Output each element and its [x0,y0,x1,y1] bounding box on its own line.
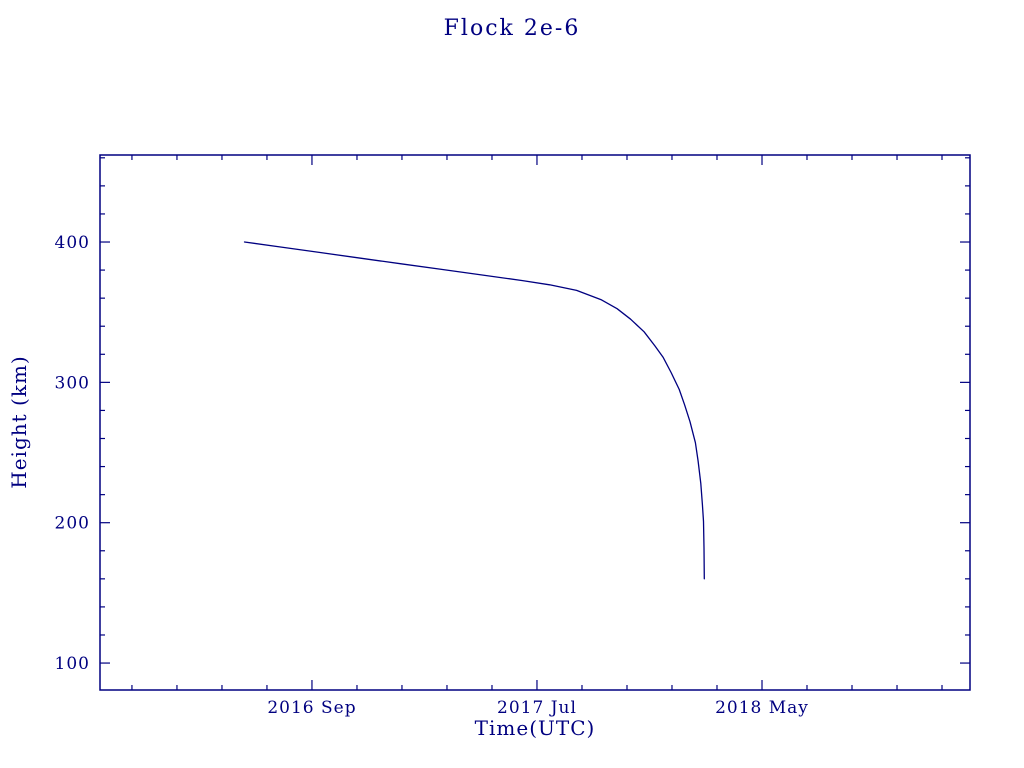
x-axis-label: Time(UTC) [474,716,596,740]
y-tick-label: 200 [55,514,90,534]
x-tick-label: 2018 May [715,698,809,718]
data-line [243,241,705,580]
x-tick-label: 2016 Sep [267,698,356,718]
x-tick-label: 2017 Jul [497,698,577,718]
y-tick-label: 100 [55,654,90,674]
y-tick-label: 300 [55,373,90,393]
tick-labels: 2016 Sep 2017 Jul 2018 May 100 200 300 400 [55,233,809,718]
axis-ticks [100,155,970,690]
chart-title: Flock 2e-6 [443,16,581,41]
y-tick-label: 400 [55,233,90,253]
plot-frame [99,154,971,691]
